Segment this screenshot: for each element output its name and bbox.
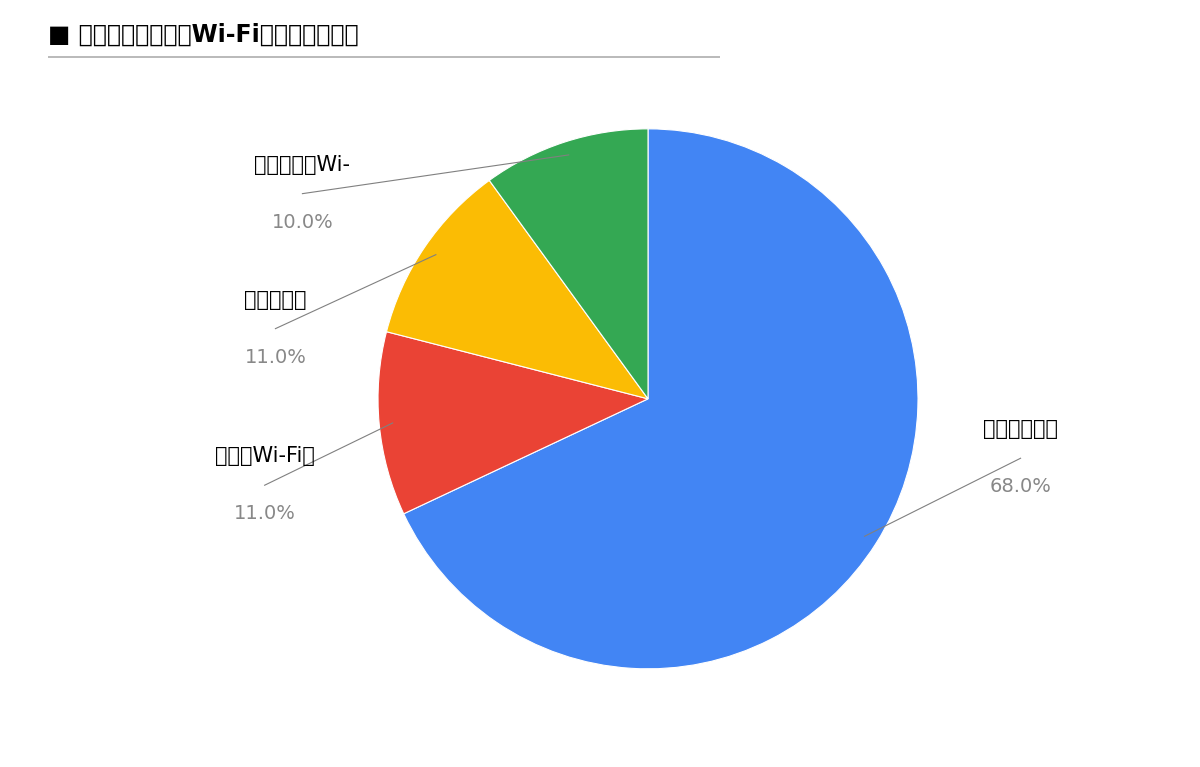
Text: ■ 自宅で利用できるWi-Fiはありますか？: ■ 自宅で利用できるWi-Fiはありますか？: [48, 23, 359, 47]
Text: 光回線を契約: 光回線を契約: [983, 420, 1058, 439]
Wedge shape: [490, 129, 648, 399]
Text: 自分でWi-Fiは: 自分でWi-Fiは: [215, 446, 314, 466]
Wedge shape: [403, 129, 918, 669]
Text: 11.0%: 11.0%: [234, 504, 295, 523]
Wedge shape: [378, 331, 648, 514]
Text: 68.0%: 68.0%: [990, 477, 1051, 496]
Text: ポケット型Wi-: ポケット型Wi-: [254, 155, 350, 175]
Text: 10.0%: 10.0%: [271, 212, 334, 232]
Text: ホームルー: ホームルー: [244, 290, 307, 310]
Wedge shape: [386, 180, 648, 399]
Text: 11.0%: 11.0%: [245, 347, 306, 367]
